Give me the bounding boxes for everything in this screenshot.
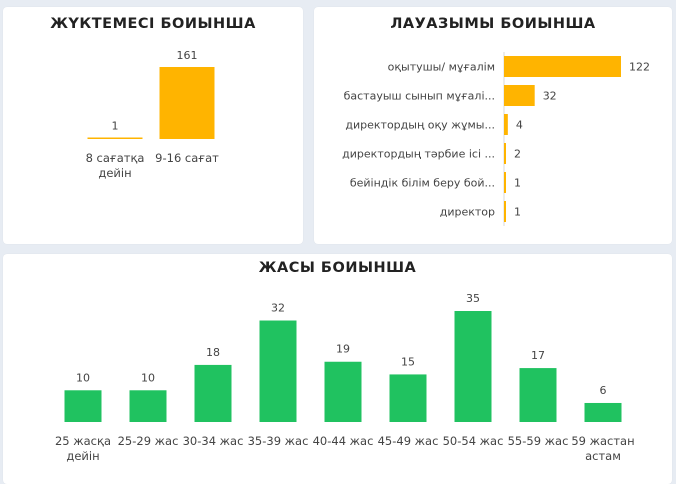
data-label-position-1: 32 [543,90,557,103]
bar-age-0 [64,390,102,422]
bar-age-2 [194,364,232,422]
bar-age-8 [584,402,622,422]
data-label-age-3: 32 [271,302,285,315]
data-label-age-7: 17 [531,349,545,362]
data-label-position-0: 122 [629,61,650,74]
data-label-age-1: 10 [141,371,155,384]
data-label-position-2: 4 [516,119,523,132]
tick-label-age-0-0: 25 жасқа [55,434,111,448]
bar-age-3 [259,320,297,422]
bar-age-1 [129,390,167,422]
bar-position-3 [504,143,506,164]
workload-panel: ЖҮКТЕМЕСІ БОИЫНША 1 8 сағатқа дейін 161 9-16… [3,7,303,244]
age-panel: ЖАСЫ БОИЫНША 10 25 жасқа дейін 10 25-29 жас 1… [3,254,672,484]
tick-label-position-4: бейіндік білім беру бой... [350,177,495,190]
workload-title: ЖҮКТЕМЕСІ БОИЫНША [50,16,256,32]
bar-position-2 [504,114,508,135]
tick-label-workload-1-0: 9-16 сағат [155,151,219,165]
data-label-age-6: 35 [466,292,480,305]
tick-label-position-5: директор [440,206,495,219]
bar-position-0 [504,56,621,77]
tick-label-age-2-0: 30-34 жас [183,434,244,448]
position-title: ЛАУАЗЫМЫ БОИЫНША [390,16,596,32]
bar-position-4 [504,172,506,193]
data-label-age-2: 18 [206,346,220,359]
data-label-workload-1: 161 [177,49,198,62]
data-label-position-5: 1 [514,206,521,219]
age-title: ЖАСЫ БОИЫНША [258,260,417,276]
tick-label-position-0: оқытушы/ мұғалім [388,61,495,74]
tick-label-age-8-0: 59 жастан [571,434,634,448]
tick-label-age-7-0: 55-59 жас [508,434,569,448]
position-panel: ЛАУАЗЫМЫ БОИЫНША 122 оқытушы/ мұғалім 32 ба… [314,7,672,244]
data-label-position-3: 2 [514,148,521,161]
tick-label-position-2: директордың оқу жұмы... [345,119,495,132]
data-label-position-4: 1 [514,177,521,190]
data-label-age-8: 6 [600,384,607,397]
tick-label-age-6-0: 50-54 жас [443,434,504,448]
data-label-workload-0: 1 [112,120,119,133]
tick-label-position-1: бастауыш сынып мұғалі... [344,90,495,103]
data-label-age-4: 19 [336,343,350,356]
bar-position-1 [504,85,535,106]
tick-label-age-3-0: 35-39 жас [248,434,309,448]
bar-age-5 [389,374,427,422]
bar-age-7 [519,368,557,422]
tick-label-age-1-0: 25-29 жас [118,434,179,448]
position-chart: 122 оқытушы/ мұғалім 32 бастауыш сынып мұға… [342,52,650,226]
tick-label-age-8-1: астам [585,449,621,463]
tick-label-age-0-1: дейін [66,449,99,463]
data-label-age-5: 15 [401,355,415,368]
bar-workload-0 [87,137,143,139]
bar-age-6 [454,311,492,422]
bar-position-5 [504,201,506,222]
tick-label-age-4-0: 40-44 жас [313,434,374,448]
tick-label-workload-0-0: 8 сағатқа [86,151,145,165]
tick-label-position-3: директордың тәрбие ісі ... [342,148,495,161]
data-label-age-0: 10 [76,371,90,384]
bar-workload-1 [159,67,215,139]
bar-age-4 [324,361,362,422]
tick-label-workload-0-1: дейін [98,166,131,180]
tick-label-age-5-0: 45-49 жас [378,434,439,448]
